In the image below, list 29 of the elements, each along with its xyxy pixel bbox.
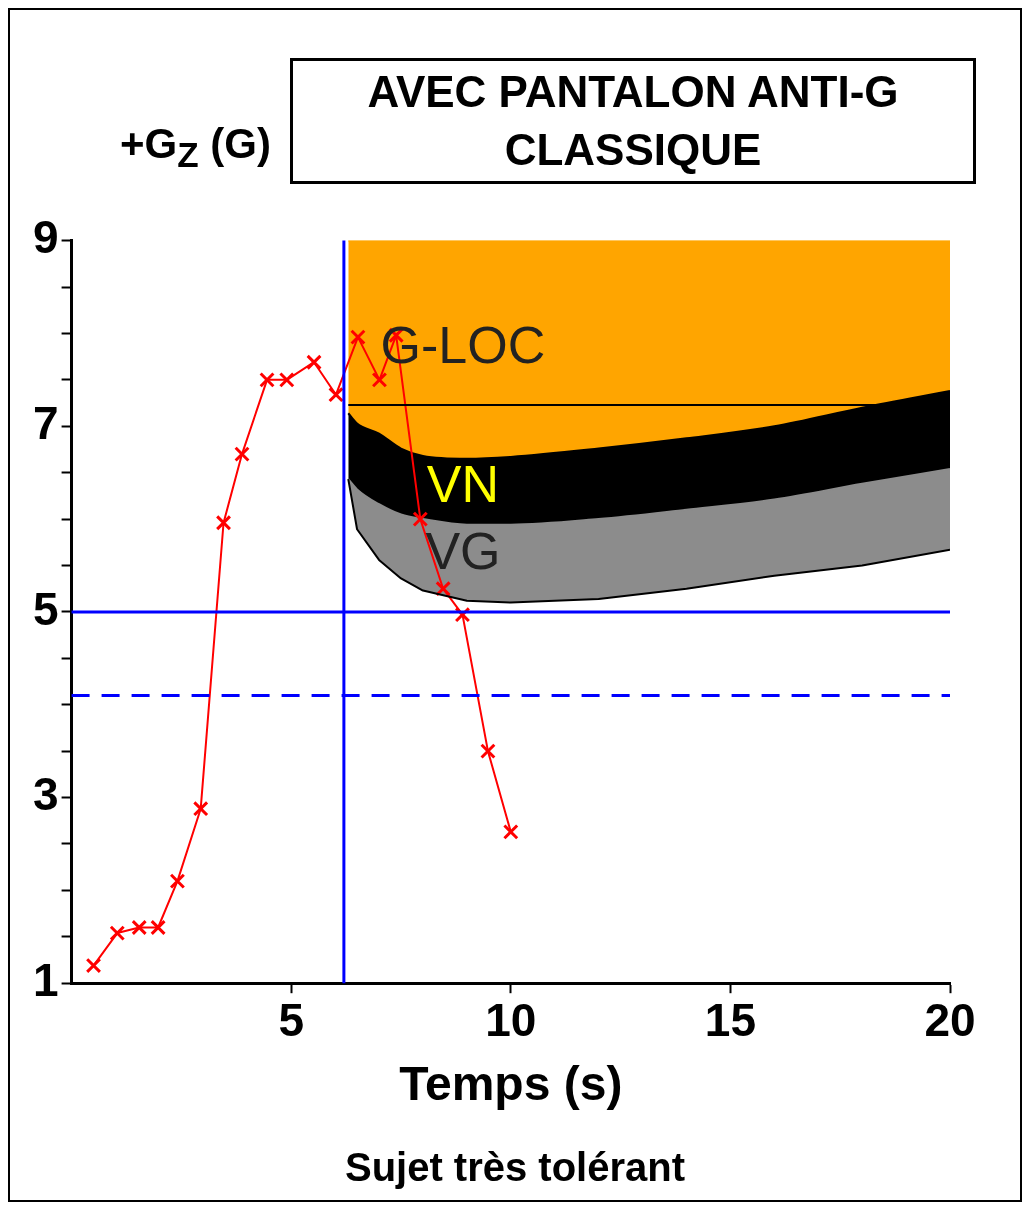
point xyxy=(435,580,452,597)
x-tick-label: 20 xyxy=(924,994,976,1047)
y-tick-label: 5 xyxy=(32,582,59,635)
x-axis-title: Temps (s) xyxy=(399,1057,623,1111)
point xyxy=(306,354,322,371)
y-tick-label: 1 xyxy=(32,953,59,1006)
point xyxy=(131,919,148,936)
y-tick-label: 9 xyxy=(32,211,59,264)
x-tick-label: 5 xyxy=(278,994,304,1047)
chart-title: AVEC PANTALON ANTI-G CLASSIQUE xyxy=(290,58,976,184)
point xyxy=(192,800,209,817)
point xyxy=(502,824,519,840)
y-tick-label: 7 xyxy=(32,396,59,449)
point xyxy=(259,371,275,388)
x-tick-label: 10 xyxy=(485,994,537,1047)
text: Sujet très tolérant xyxy=(343,1145,687,1190)
x-tick-label: 15 xyxy=(704,994,756,1047)
point xyxy=(278,371,295,388)
y-axis-title: +G$_{Z}$ (G) xyxy=(120,120,271,176)
series-label: VN xyxy=(426,454,500,513)
point xyxy=(215,514,232,531)
point xyxy=(412,511,429,527)
point xyxy=(169,873,186,889)
point xyxy=(150,919,166,936)
y-tick-label: 3 xyxy=(32,768,59,821)
point xyxy=(480,743,496,759)
point xyxy=(85,957,102,974)
point xyxy=(109,925,126,941)
point xyxy=(234,446,250,462)
